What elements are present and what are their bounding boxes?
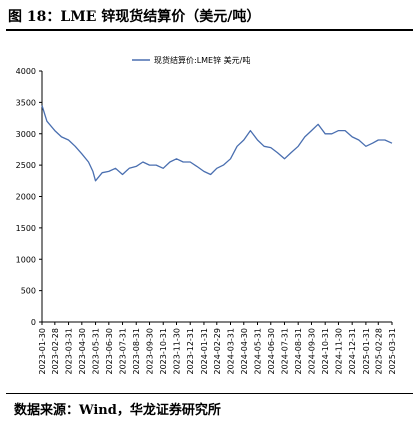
source-rule bbox=[6, 393, 413, 394]
x-tick-label: 2024-01-31 bbox=[200, 328, 209, 375]
y-tick-label: 2000 bbox=[16, 193, 36, 202]
x-tick-label: 2024-05-31 bbox=[253, 328, 262, 375]
x-tick-label: 2024-02-29 bbox=[213, 328, 222, 375]
x-tick-label: 2023-09-30 bbox=[146, 328, 155, 375]
title-rule bbox=[6, 29, 413, 31]
y-tick-label: 2500 bbox=[16, 161, 36, 170]
x-tick-label: 2024-03-31 bbox=[226, 328, 235, 375]
figure-title: 图 18：LME 锌现货结算价（美元/吨） bbox=[8, 9, 261, 25]
x-tick-label: 2024-12-31 bbox=[348, 328, 357, 375]
x-tick-label: 2023-04-30 bbox=[78, 328, 87, 375]
x-tick-label: 2023-03-31 bbox=[65, 328, 74, 375]
x-tick-label: 2023-08-31 bbox=[132, 328, 141, 375]
y-tick-label: 0 bbox=[31, 318, 36, 327]
series-group bbox=[41, 105, 393, 182]
legend-label: 现货结算价:LME锌 美元/吨 bbox=[154, 55, 250, 65]
axes: 0 500 1000 1500 2000 2500 3000 3500 4000 2023-01-… bbox=[16, 67, 397, 375]
x-tick-label: 2025-03-31 bbox=[388, 328, 397, 375]
x-tick-label: 2023-02-28 bbox=[51, 328, 60, 375]
x-tick-label: 2025-01-31 bbox=[362, 328, 371, 375]
x-tick-label: 2024-11-30 bbox=[334, 328, 343, 375]
x-tick-label: 2023-07-31 bbox=[119, 328, 128, 375]
x-tick-label: 2024-06-30 bbox=[267, 328, 276, 375]
x-tick-label: 2023-01-30 bbox=[38, 328, 47, 375]
y-tick-label: 1000 bbox=[16, 255, 36, 264]
x-tick-label: 2024-08-31 bbox=[294, 328, 303, 375]
y-tick-label: 1500 bbox=[16, 224, 36, 233]
series-line-lme-zinc bbox=[41, 105, 393, 182]
x-tick-label: 2025-02-28 bbox=[374, 328, 383, 375]
y-tick-label: 3000 bbox=[16, 130, 36, 139]
x-tick-label: 2023-05-31 bbox=[92, 328, 101, 375]
x-tick-label: 2023-11-30 bbox=[173, 328, 182, 375]
data-source-note: 数据来源：Wind，华龙证券研究所 bbox=[14, 403, 221, 418]
y-tick-label: 500 bbox=[21, 287, 36, 296]
x-tick-label: 2024-09-30 bbox=[307, 328, 316, 375]
y-tick-label: 3500 bbox=[16, 98, 36, 107]
y-tick-label: 4000 bbox=[16, 67, 36, 76]
x-tick-label: 2024-07-31 bbox=[280, 328, 289, 375]
x-tick-label: 2023-10-31 bbox=[159, 328, 168, 375]
legend: 现货结算价:LME锌 美元/吨 bbox=[132, 55, 250, 65]
x-tick-label: 2024-04-30 bbox=[240, 328, 249, 375]
x-tick-label: 2023-12-31 bbox=[186, 328, 195, 375]
x-tick-label: 2024-10-31 bbox=[321, 328, 330, 375]
x-tick-label: 2023-06-30 bbox=[105, 328, 114, 375]
